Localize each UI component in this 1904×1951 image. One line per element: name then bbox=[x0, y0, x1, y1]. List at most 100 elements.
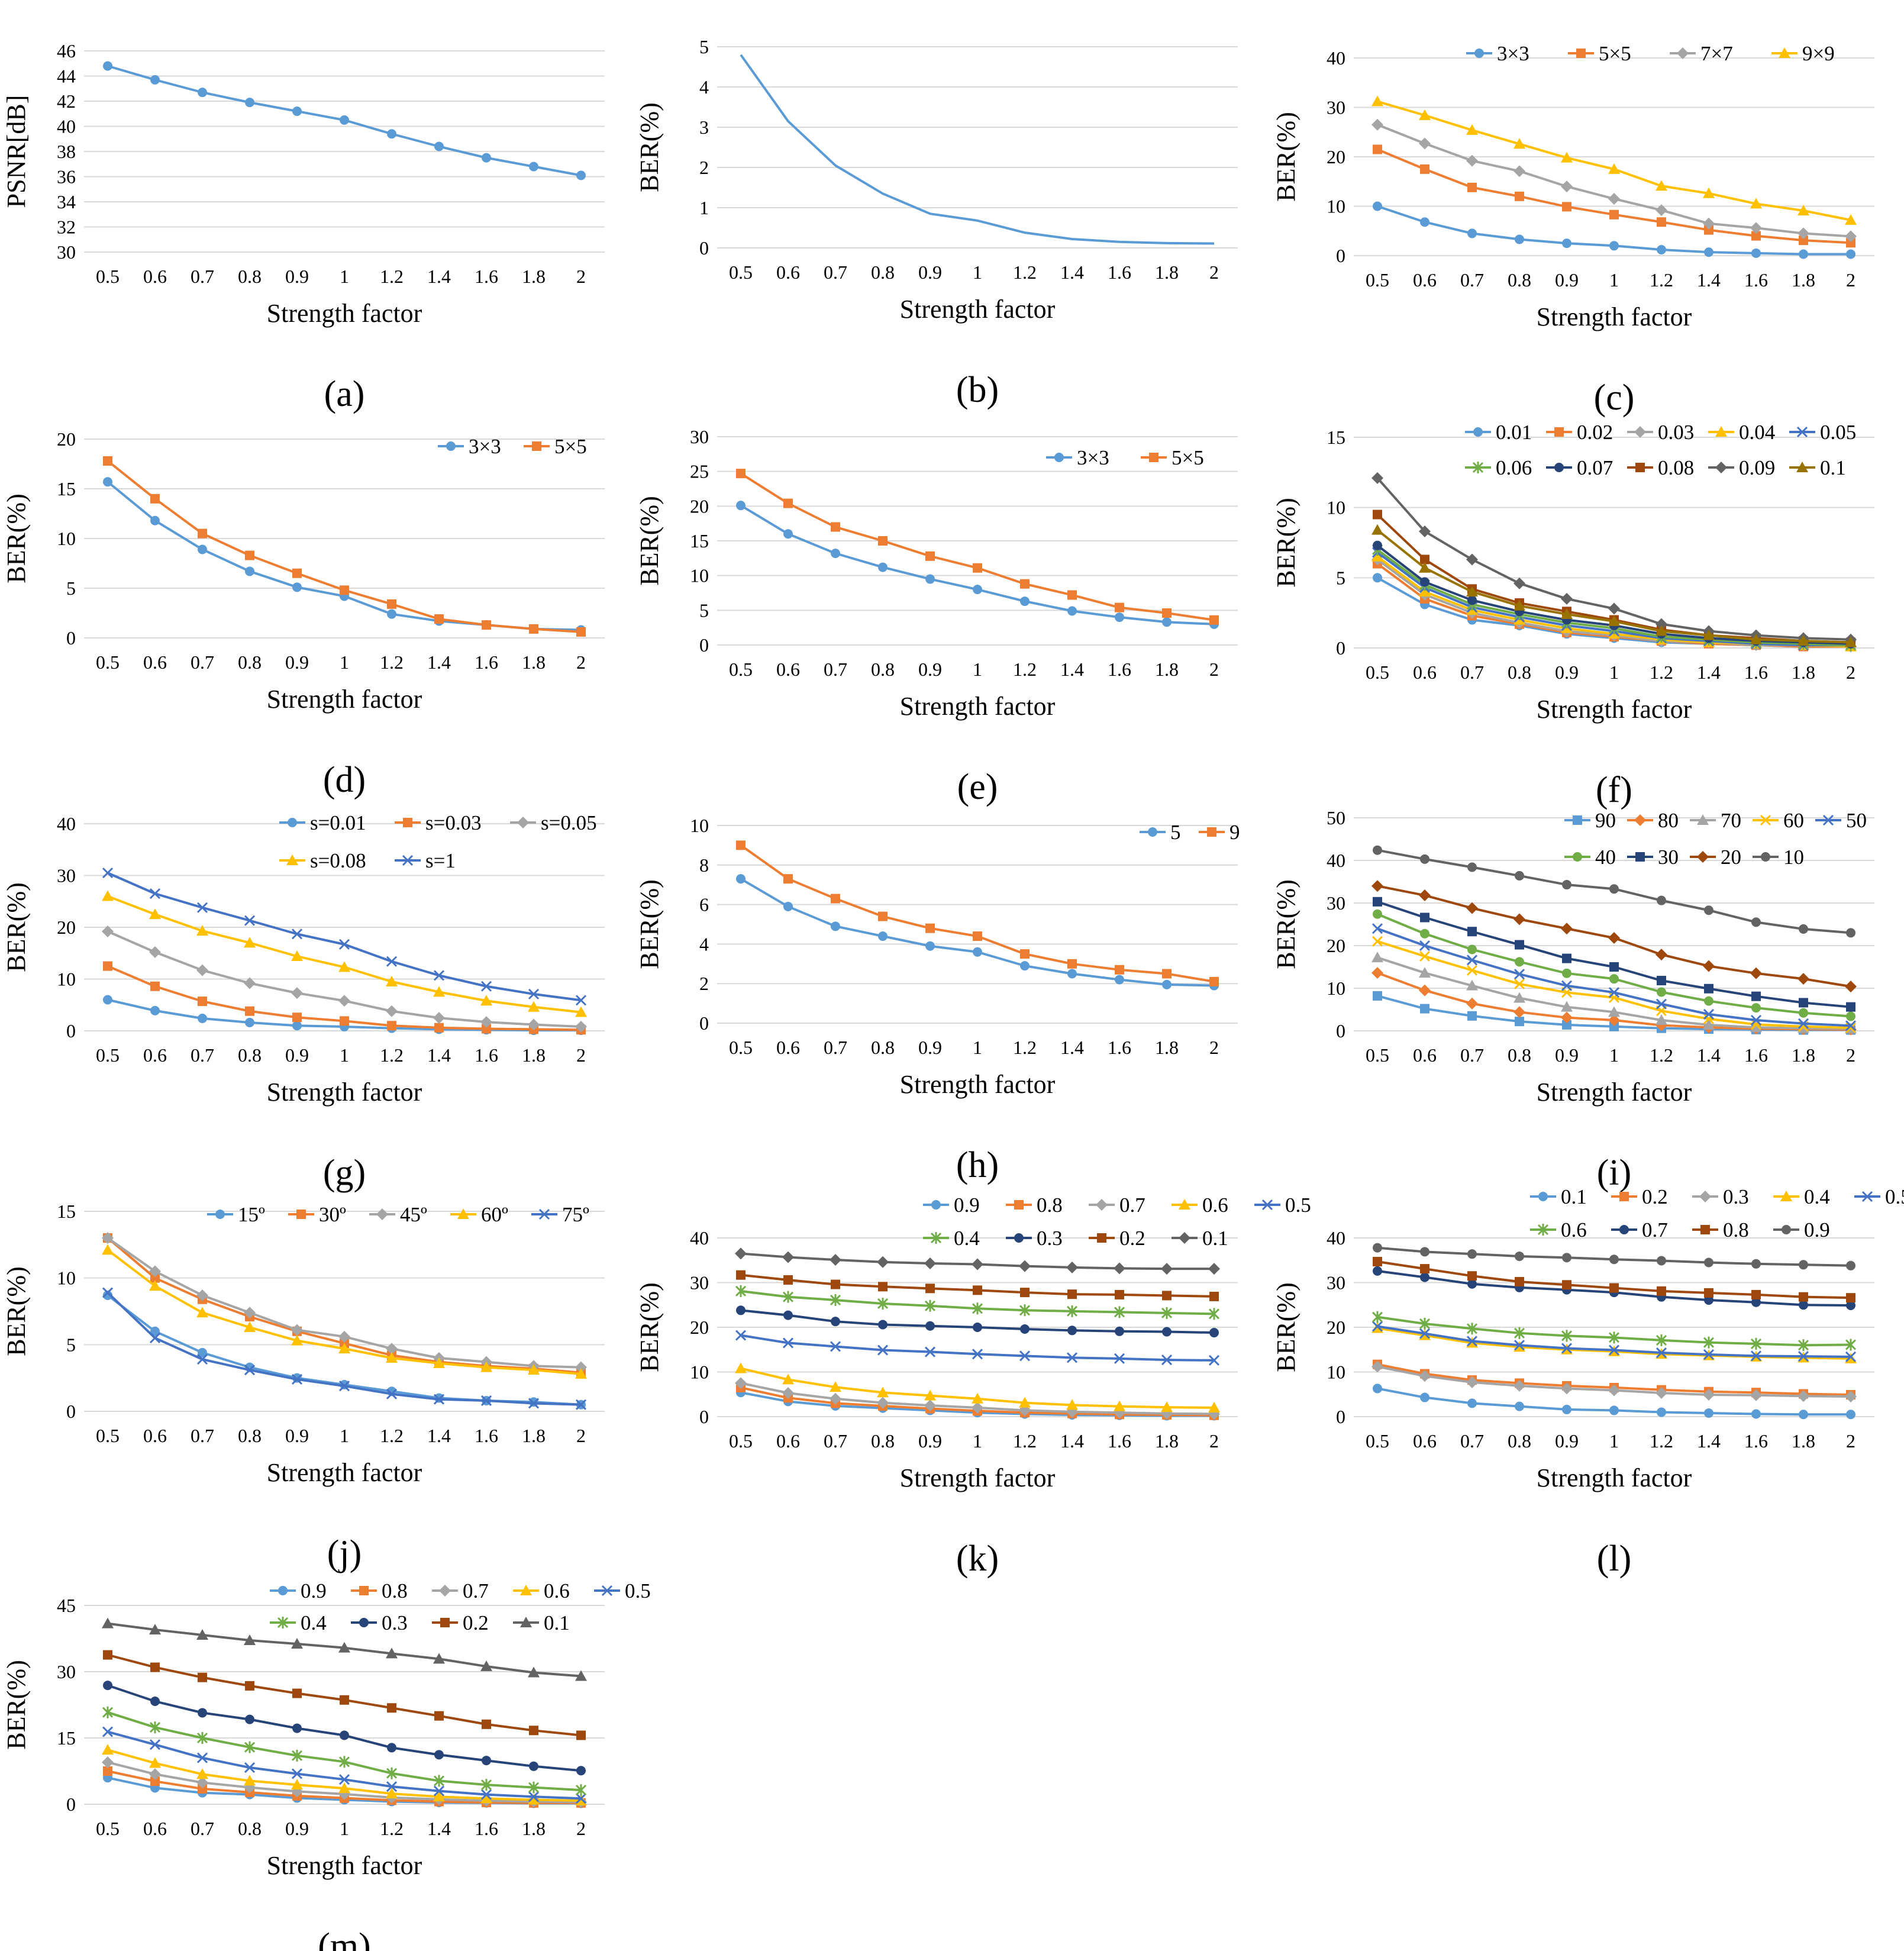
data-point bbox=[831, 549, 840, 559]
x-tick-label: 0.5 bbox=[96, 1044, 120, 1066]
y-tick-label: 44 bbox=[57, 66, 76, 87]
x-axis-title: Strength factor bbox=[267, 299, 422, 328]
data-point bbox=[291, 950, 303, 961]
legend-label: 75º bbox=[562, 1203, 589, 1226]
data-point bbox=[736, 501, 746, 511]
x-tick-label: 1.8 bbox=[1792, 269, 1815, 291]
x-tick-label: 0.6 bbox=[1413, 1044, 1437, 1066]
data-point bbox=[245, 1714, 254, 1724]
data-point bbox=[1208, 1308, 1220, 1320]
x-tick-label: 0.6 bbox=[1413, 269, 1437, 291]
y-tick-label: 0 bbox=[1336, 637, 1345, 659]
panel-caption: (k) bbox=[956, 1539, 999, 1579]
data-point bbox=[292, 1021, 302, 1031]
x-tick-label: 1.6 bbox=[1108, 1037, 1131, 1058]
y-tick-label: 10 bbox=[1327, 978, 1345, 999]
data-point bbox=[1019, 1350, 1031, 1362]
data-point bbox=[434, 1711, 444, 1721]
x-tick-label: 1.8 bbox=[1155, 659, 1179, 680]
x-tick-label: 0.5 bbox=[96, 1425, 120, 1446]
data-point bbox=[1704, 983, 1713, 994]
data-point bbox=[1419, 889, 1431, 902]
x-tick-label: 1.8 bbox=[522, 266, 546, 287]
data-point bbox=[1608, 1331, 1620, 1344]
data-point bbox=[433, 1357, 445, 1368]
legend-label: 0.02 bbox=[1577, 421, 1613, 444]
legend-label: 0.5 bbox=[625, 1579, 651, 1602]
x-tick-label: 1.2 bbox=[380, 266, 404, 287]
data-point bbox=[1466, 586, 1478, 597]
legend-label: 0.8 bbox=[1037, 1194, 1063, 1217]
y-tick-label: 6 bbox=[699, 894, 709, 915]
x-tick-label: 1.4 bbox=[1697, 269, 1721, 291]
x-tick-label: 0.9 bbox=[918, 1430, 942, 1452]
data-point bbox=[528, 1001, 540, 1012]
legend-label: 0.4 bbox=[954, 1227, 980, 1250]
data-point bbox=[1466, 902, 1478, 914]
data-point bbox=[925, 1284, 935, 1294]
data-point bbox=[1797, 1390, 1809, 1402]
x-tick-label: 1.8 bbox=[1155, 262, 1179, 283]
data-point bbox=[1799, 924, 1808, 934]
data-point bbox=[149, 1739, 161, 1750]
legend-marker bbox=[1697, 851, 1709, 863]
data-point bbox=[736, 469, 746, 479]
data-point bbox=[292, 1012, 302, 1023]
data-point bbox=[1115, 1289, 1124, 1299]
data-point bbox=[1420, 1264, 1429, 1274]
data-point bbox=[1373, 1243, 1382, 1253]
data-point bbox=[1467, 182, 1477, 192]
data-point bbox=[782, 1291, 794, 1303]
x-tick-label: 0.9 bbox=[918, 262, 942, 283]
data-point bbox=[1703, 1018, 1715, 1030]
data-point bbox=[1561, 1382, 1573, 1395]
data-point bbox=[1797, 973, 1809, 985]
data-point bbox=[1703, 217, 1715, 230]
data-point bbox=[1466, 154, 1478, 167]
data-point bbox=[1750, 633, 1762, 644]
panel-g: 0 10 20 30 40 0.5 0.6 0.7 0.8 0.9 1 1.2 1.4 1.6 1.8 2 St… bbox=[2, 811, 605, 1193]
data-point bbox=[1515, 234, 1524, 244]
legend-marker bbox=[1537, 1224, 1549, 1236]
x-tick-label: 2 bbox=[576, 652, 586, 673]
data-point bbox=[1609, 1283, 1619, 1293]
x-tick-label: 0.7 bbox=[191, 266, 214, 287]
data-point bbox=[103, 477, 112, 487]
data-point bbox=[1797, 205, 1809, 216]
legend-label: 0.05 bbox=[1820, 421, 1856, 444]
y-tick-label: 10 bbox=[57, 969, 76, 990]
x-tick-label: 0.6 bbox=[143, 652, 167, 673]
legend-marker bbox=[1782, 1225, 1791, 1234]
data-point bbox=[1513, 577, 1525, 589]
data-point bbox=[1846, 1410, 1855, 1420]
y-axis-title: BER(%) bbox=[2, 494, 31, 583]
data-point bbox=[1562, 880, 1571, 890]
data-point bbox=[1066, 1305, 1078, 1317]
y-tick-label: 20 bbox=[1327, 935, 1345, 956]
x-tick-label: 0.6 bbox=[776, 659, 800, 680]
legend-label: 0.04 bbox=[1739, 421, 1775, 444]
data-point bbox=[386, 956, 398, 967]
data-point bbox=[735, 1362, 747, 1373]
data-point bbox=[245, 566, 254, 576]
legend-label: 5×5 bbox=[1599, 42, 1631, 65]
data-point bbox=[1846, 1002, 1855, 1012]
legend-label: 0.7 bbox=[463, 1579, 489, 1602]
data-point bbox=[480, 981, 492, 992]
panel-l: 0 10 20 30 40 0.5 0.6 0.7 0.8 0.9 1 1.2 1.4 1.6 1.8 2 St… bbox=[1272, 1185, 1904, 1579]
y-tick-label: 15 bbox=[57, 1727, 76, 1749]
x-tick-label: 2 bbox=[576, 266, 586, 287]
data-point bbox=[1608, 1344, 1620, 1356]
data-point bbox=[1561, 1001, 1573, 1012]
data-point bbox=[1609, 209, 1619, 220]
y-tick-label: 10 bbox=[1327, 1362, 1345, 1383]
x-tick-label: 0.8 bbox=[1508, 662, 1531, 683]
data-point bbox=[782, 1386, 794, 1399]
panel-b: 0 1 2 3 4 5 0.5 0.6 0.7 0.8 0.9 1 1.2 1.4 1.6 1.8 2 Stren… bbox=[635, 36, 1238, 410]
data-point bbox=[1657, 976, 1666, 986]
legend: 3×3 5×5 bbox=[438, 435, 587, 458]
legend-marker bbox=[1715, 462, 1727, 473]
data-point bbox=[1115, 1326, 1124, 1336]
legend-marker bbox=[1635, 463, 1645, 472]
data-point bbox=[1373, 845, 1382, 855]
